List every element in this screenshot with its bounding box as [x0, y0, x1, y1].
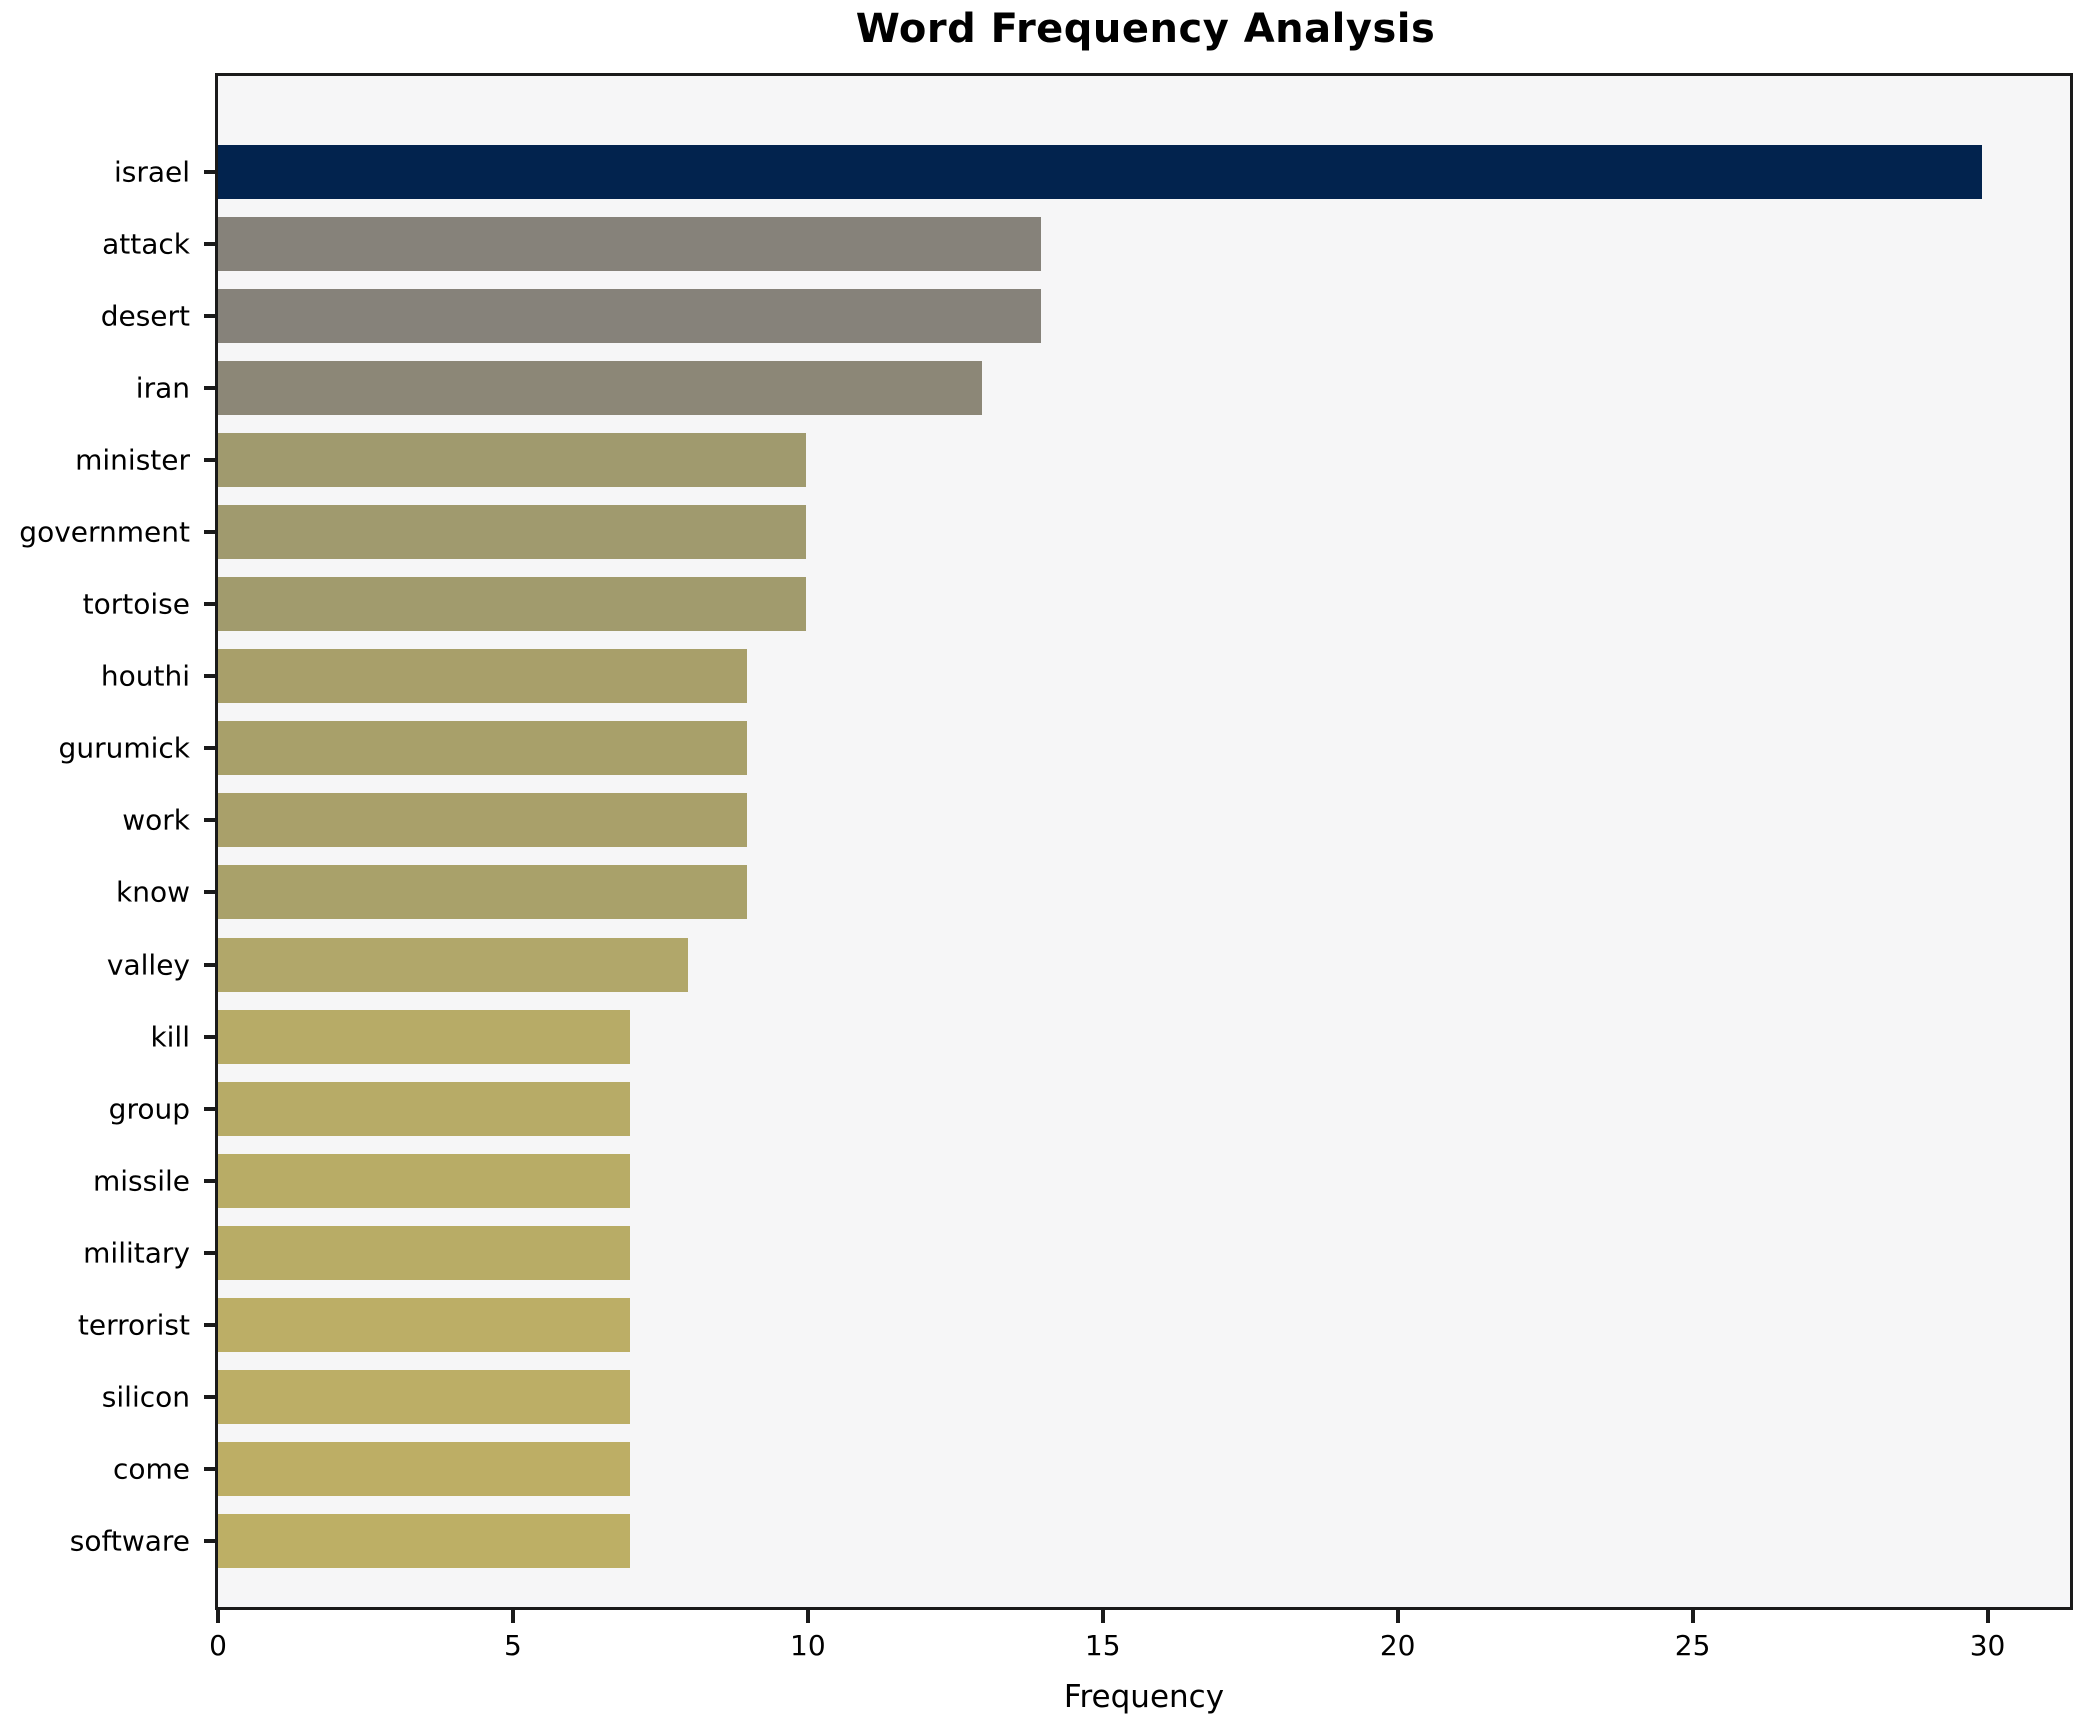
bar-row: terrorist: [78, 1289, 2070, 1361]
y-tick-mark: [204, 170, 215, 175]
y-axis-category-label: missile: [92, 1164, 190, 1198]
y-axis-category-label: houthi: [100, 659, 190, 693]
y-tick-mark: [204, 1178, 215, 1183]
x-tick-mark: [1100, 1610, 1105, 1623]
x-tick-label: 10: [790, 1629, 826, 1662]
bar-row: houthi: [101, 640, 2070, 712]
bar-row: know: [116, 856, 2070, 928]
bar-row: government: [19, 496, 2070, 568]
y-axis-category-label: iran: [135, 371, 190, 405]
bar-row: iran: [136, 352, 2070, 424]
bar: [218, 505, 806, 560]
y-axis-category-label: terrorist: [77, 1308, 190, 1342]
y-tick-mark: [204, 746, 215, 751]
y-tick-mark: [204, 458, 215, 463]
y-tick-mark: [204, 530, 215, 535]
y-tick-mark: [204, 1322, 215, 1327]
bar-row: missile: [93, 1145, 2070, 1217]
bar: [218, 1153, 630, 1208]
bar-row: group: [109, 1073, 2070, 1145]
bar: [218, 793, 748, 848]
y-tick-mark: [204, 890, 215, 895]
x-tick-label: 5: [503, 1629, 522, 1662]
x-tick-mark: [1395, 1610, 1400, 1623]
bar-row: gurumick: [59, 712, 2070, 784]
bar: [218, 865, 748, 920]
x-tick-label: 30: [1969, 1629, 2006, 1662]
x-tick-mark: [510, 1610, 515, 1623]
bar-row: come: [113, 1433, 2070, 1505]
y-axis-category-label: israel: [113, 155, 190, 189]
bar: [218, 145, 1982, 200]
y-tick-mark: [204, 386, 215, 391]
y-axis-category-label: group: [108, 1092, 190, 1126]
y-axis-category-label: gurumick: [58, 731, 190, 765]
y-axis-category-label: kill: [150, 1020, 190, 1054]
x-tick-mark: [216, 1610, 220, 1623]
y-axis-category-label: work: [122, 803, 190, 837]
y-axis-category-label: tortoise: [82, 587, 190, 621]
y-axis-category-label: government: [19, 515, 190, 549]
x-tick-mark: [1985, 1610, 1990, 1623]
x-axis-label: Frequency: [1063, 1679, 1225, 1715]
y-tick-mark: [204, 674, 215, 679]
y-axis-category-label: software: [69, 1524, 190, 1558]
bar: [218, 1081, 630, 1136]
bar: [218, 1441, 630, 1496]
x-tick-label: 15: [1084, 1629, 1121, 1662]
chart-title: Word Frequency Analysis: [855, 6, 1436, 52]
y-axis-category-label: silicon: [101, 1380, 190, 1414]
bar: [218, 1513, 630, 1568]
y-axis-category-label: minister: [75, 443, 190, 477]
y-axis-category-label: come: [112, 1452, 190, 1486]
y-tick-mark: [204, 1538, 215, 1543]
bar: [218, 1369, 630, 1424]
y-tick-mark: [204, 1034, 215, 1039]
bar-row: tortoise: [83, 568, 2070, 640]
y-tick-mark: [204, 314, 215, 319]
bar: [218, 1009, 630, 1064]
bar-row: valley: [107, 929, 2070, 1001]
bar-row: attack: [102, 208, 2070, 280]
y-tick-mark: [204, 962, 215, 967]
bar: [218, 361, 983, 416]
bar: [218, 721, 748, 776]
y-axis-category-label: military: [83, 1236, 190, 1270]
y-axis-category-label: know: [116, 875, 190, 909]
y-tick-mark: [204, 242, 215, 247]
bar: [218, 577, 806, 632]
bar: [218, 433, 806, 488]
bar-row: work: [122, 784, 2070, 856]
y-tick-mark: [204, 1466, 215, 1471]
bar-row: israel: [114, 136, 2070, 208]
x-tick-mark: [1690, 1610, 1695, 1623]
y-tick-mark: [204, 818, 215, 823]
bar-row: silicon: [102, 1361, 2070, 1433]
x-tick-label: 0: [209, 1629, 227, 1662]
y-axis-category-label: attack: [102, 227, 190, 261]
bar: [218, 1225, 630, 1280]
bar-row: minister: [75, 424, 2070, 496]
x-tick-mark: [805, 1610, 810, 1623]
bar: [218, 217, 1042, 272]
x-tick-label: 25: [1674, 1629, 1711, 1662]
y-tick-mark: [204, 1106, 215, 1111]
bar: [218, 649, 748, 704]
bar: [218, 289, 1042, 344]
y-axis-category-label: valley: [106, 948, 190, 982]
y-axis-category-label: desert: [100, 299, 190, 333]
y-tick-mark: [204, 1394, 215, 1399]
bar-row: military: [83, 1217, 2070, 1289]
plot-area: israel attack desert iran minister government…: [19, 73, 2073, 1715]
bar-row: kill: [150, 1001, 2070, 1073]
bar-row: desert: [101, 280, 2070, 352]
y-tick-mark: [204, 1250, 215, 1255]
bar: [218, 1297, 630, 1352]
bar-row: software: [70, 1505, 2070, 1577]
bar: [218, 937, 689, 992]
x-tick-label: 20: [1379, 1629, 1416, 1662]
bars-container: israel attack desert iran minister government…: [19, 76, 2070, 1607]
y-tick-mark: [204, 602, 215, 607]
